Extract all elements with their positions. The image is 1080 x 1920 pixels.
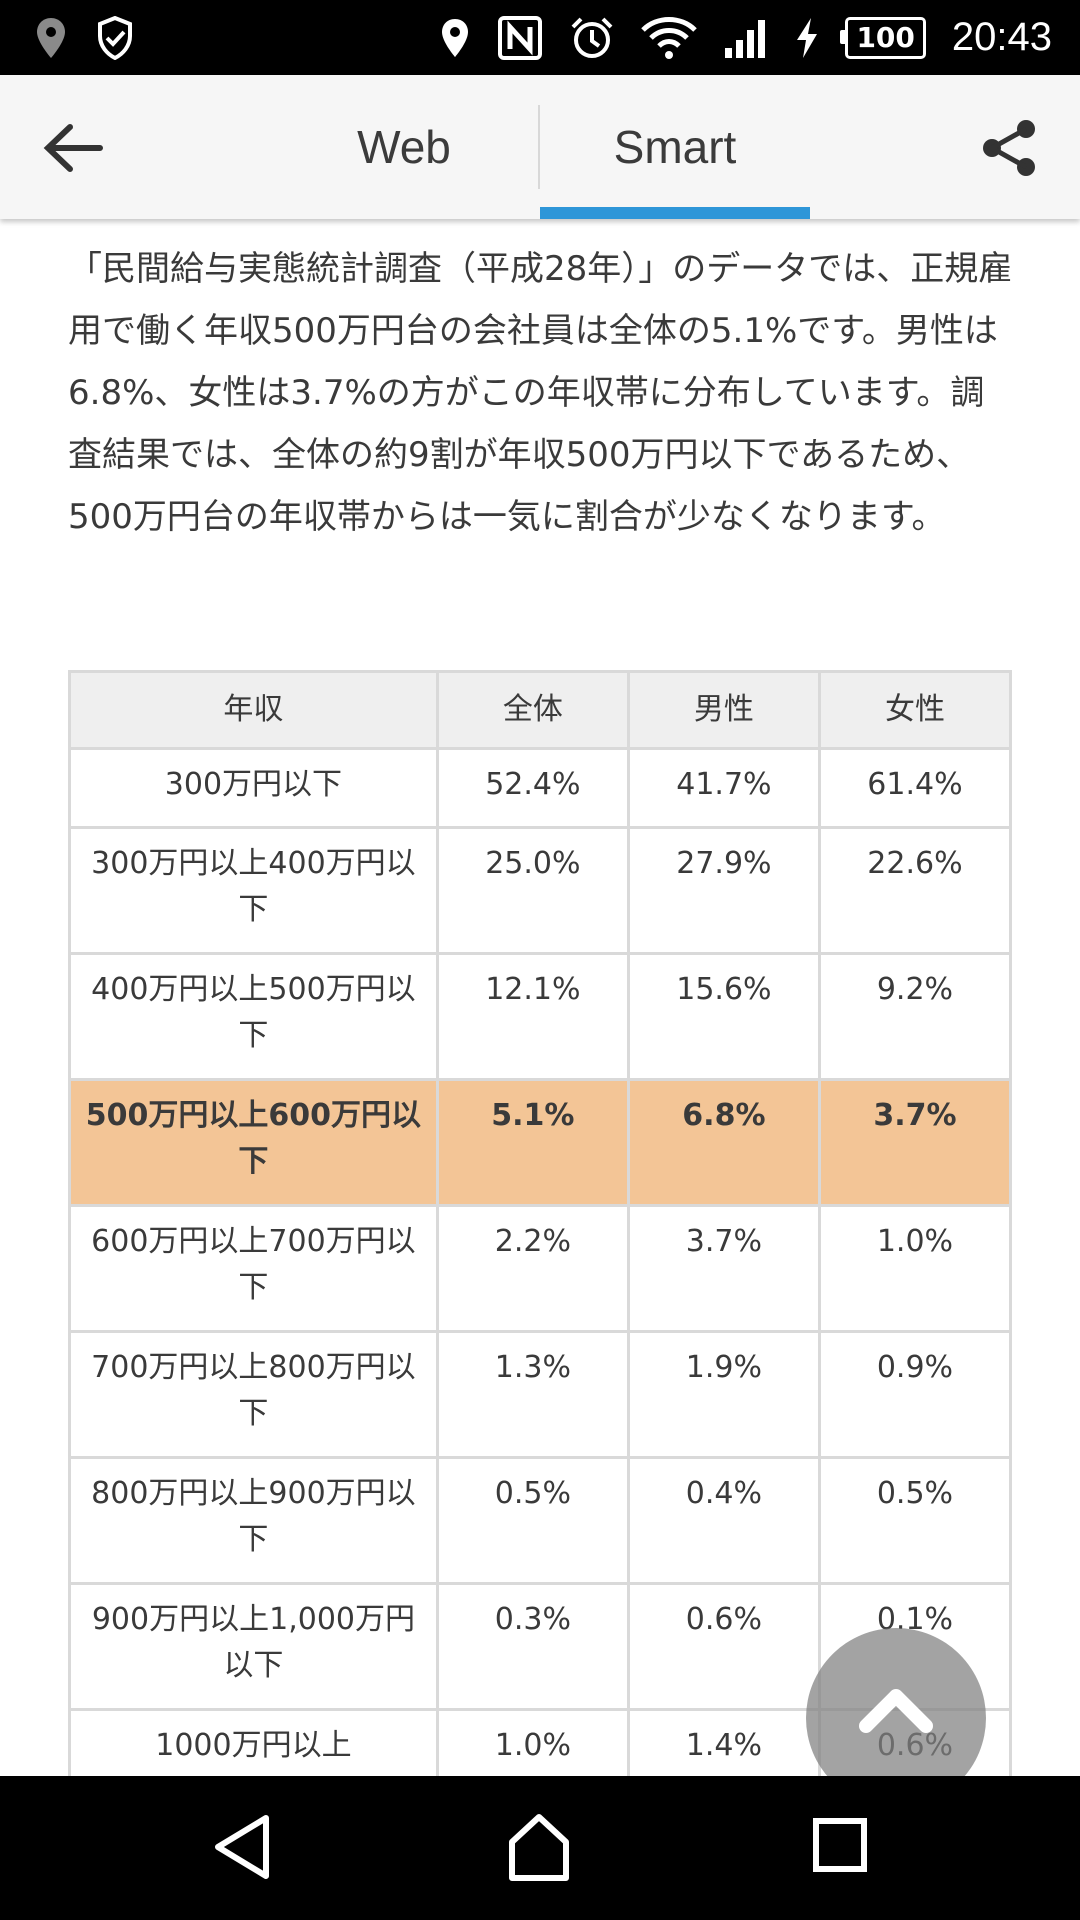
total-cell: 0.5% <box>435 1456 630 1585</box>
signal-icon <box>723 16 769 60</box>
nfc-icon <box>497 15 543 61</box>
arrow-left-icon <box>43 124 103 172</box>
status-bar: 100 20:43 <box>0 0 1080 75</box>
income-range-cell: 900万円以上1,000万円以下 <box>68 1582 439 1711</box>
chevron-up-icon <box>859 1689 933 1733</box>
total-cell: 1.3% <box>435 1330 630 1459</box>
table-row: 900万円以上1,000万円以下 0.3% 0.6% 0.1% <box>68 1582 1013 1711</box>
square-recents-icon <box>813 1818 867 1872</box>
total-cell: 5.1% <box>435 1078 630 1207</box>
table-row: 300万円以上400万円以下 25.0% 27.9% 22.6% <box>68 826 1013 955</box>
table-header-row: 年収 全体 男性 女性 <box>68 670 1013 750</box>
share-icon <box>983 120 1035 176</box>
header-male: 男性 <box>626 670 821 750</box>
female-cell: 0.9% <box>817 1330 1013 1459</box>
home-icon <box>509 1814 569 1881</box>
nav-back-button[interactable] <box>212 1812 272 1886</box>
system-nav-bar <box>0 1776 1080 1920</box>
male-cell: 3.7% <box>626 1204 821 1333</box>
male-cell: 0.4% <box>626 1456 821 1585</box>
table-row: 800万円以上900万円以下 0.5% 0.4% 0.5% <box>68 1456 1013 1585</box>
male-cell: 1.9% <box>626 1330 821 1459</box>
income-distribution-table: 年収 全体 男性 女性 300万円以下 52.4% 41.7% 61.4% 30… <box>68 670 1013 1790</box>
male-cell: 41.7% <box>626 747 821 829</box>
shield-check-icon <box>96 15 134 60</box>
income-range-cell: 800万円以上900万円以下 <box>68 1456 439 1585</box>
male-cell: 27.9% <box>626 826 821 955</box>
location-pin-icon <box>34 16 68 60</box>
income-range-cell: 600万円以上700万円以下 <box>68 1204 439 1333</box>
male-cell: 0.6% <box>626 1582 821 1711</box>
tab-divider <box>538 105 540 189</box>
location-icon <box>439 17 471 59</box>
triangle-back-icon <box>215 1815 269 1879</box>
battery-indicator: 100 <box>840 16 926 59</box>
female-cell: 0.5% <box>817 1456 1013 1585</box>
nav-home-button[interactable] <box>506 1812 572 1886</box>
charging-icon <box>795 16 819 60</box>
tab-web[interactable]: Web <box>357 121 451 173</box>
total-cell: 52.4% <box>435 747 630 829</box>
article-paragraph: 「民間給与実態統計調査（平成28年）」のデータでは、正規雇用で働く年収500万円… <box>68 249 1013 537</box>
alarm-icon <box>569 15 615 61</box>
app-bar: Web Smart <box>0 75 1080 219</box>
female-cell: 22.6% <box>817 826 1013 955</box>
income-range-cell: 700万円以上800万円以下 <box>68 1330 439 1459</box>
female-cell: 1.0% <box>817 1204 1013 1333</box>
income-range-cell: 300万円以上400万円以下 <box>68 826 439 955</box>
total-cell: 2.2% <box>435 1204 630 1333</box>
table-row: 600万円以上700万円以下 2.2% 3.7% 1.0% <box>68 1204 1013 1333</box>
tab-selected-indicator <box>540 207 810 219</box>
status-time: 20:43 <box>951 15 1052 59</box>
header-female: 女性 <box>817 670 1013 750</box>
income-range-cell: 400万円以上500万円以下 <box>68 952 439 1081</box>
male-cell: 15.6% <box>626 952 821 1081</box>
table-row: 700万円以上800万円以下 1.3% 1.9% 0.9% <box>68 1330 1013 1459</box>
female-cell: 3.7% <box>817 1078 1013 1207</box>
female-cell: 61.4% <box>817 747 1013 829</box>
header-income: 年収 <box>68 670 439 750</box>
share-button[interactable] <box>978 117 1040 179</box>
back-button[interactable] <box>40 119 106 177</box>
table-row-highlighted: 500万円以上600万円以下 5.1% 6.8% 3.7% <box>68 1078 1013 1207</box>
total-cell: 0.3% <box>435 1582 630 1711</box>
female-cell: 9.2% <box>817 952 1013 1081</box>
wifi-icon <box>641 16 698 60</box>
income-range-cell: 500万円以上600万円以下 <box>68 1078 439 1207</box>
income-range-cell: 300万円以下 <box>68 747 439 829</box>
table-row: 400万円以上500万円以下 12.1% 15.6% 9.2% <box>68 952 1013 1081</box>
total-cell: 25.0% <box>435 826 630 955</box>
table-row: 300万円以下 52.4% 41.7% 61.4% <box>68 747 1013 829</box>
total-cell: 12.1% <box>435 952 630 1081</box>
header-total: 全体 <box>435 670 630 750</box>
tab-smart[interactable]: Smart <box>613 121 737 173</box>
nav-recents-button[interactable] <box>812 1812 868 1886</box>
male-cell: 6.8% <box>626 1078 821 1207</box>
